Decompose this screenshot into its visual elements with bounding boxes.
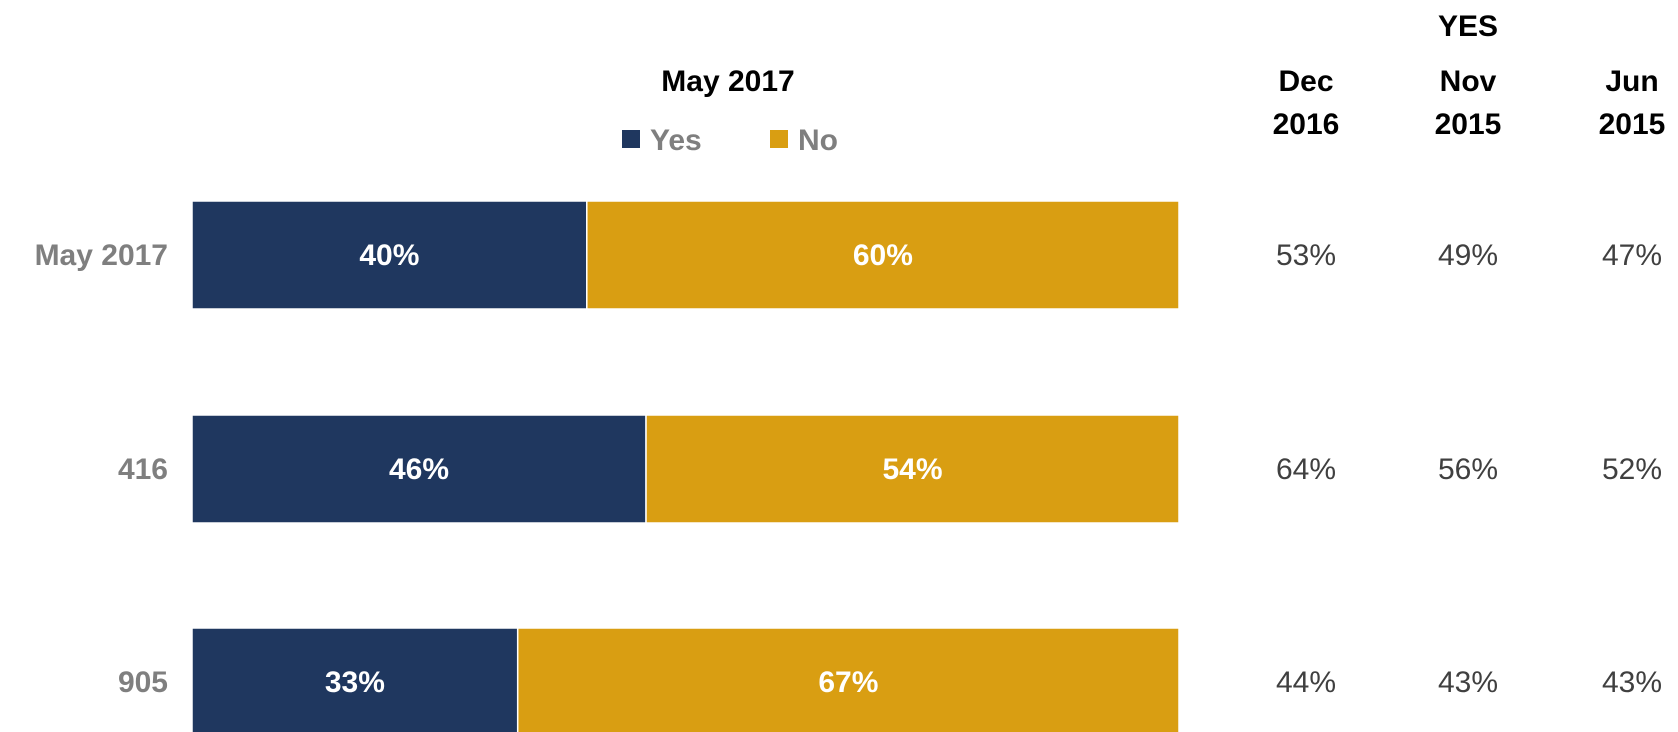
comparison-value: 43% <box>1438 666 1498 699</box>
row-label: 905 <box>118 666 168 699</box>
bar-segment-no <box>645 414 1180 524</box>
comparison-value: 47% <box>1602 239 1662 272</box>
chart-row: May 2017 40% 60% 53% 49% 47% <box>35 200 1662 310</box>
comparison-value: 52% <box>1602 453 1662 486</box>
comparison-value: 49% <box>1438 239 1498 272</box>
comparison-table-title: YES <box>1438 10 1498 43</box>
legend: Yes No <box>622 124 838 157</box>
legend-swatch-yes <box>622 130 640 148</box>
bar-segment-yes <box>191 200 588 310</box>
data-label-yes: 46% <box>389 453 449 486</box>
chart-row: 905 33% 67% 44% 43% 43% <box>118 627 1662 732</box>
data-label-yes: 33% <box>325 666 385 699</box>
data-label-no: 67% <box>818 666 878 699</box>
comparison-value: 43% <box>1602 666 1662 699</box>
column-header-line1: Nov <box>1440 65 1497 98</box>
row-label: 416 <box>118 453 168 486</box>
column-header-line2: 2016 <box>1273 108 1340 141</box>
comparison-value: 64% <box>1276 453 1336 486</box>
chart-rows: May 2017 40% 60% 53% 49% 47% 416 46% 54% 64% 56% 52… <box>35 200 1662 732</box>
column-header-line2: 2015 <box>1435 108 1502 141</box>
column-header-line1: Dec <box>1278 65 1333 98</box>
data-label-yes: 40% <box>359 239 419 272</box>
column-header-line2: 2015 <box>1599 108 1666 141</box>
bar-segment-yes <box>191 627 519 732</box>
bar-segment-no <box>586 200 1180 310</box>
comparison-table-headers: Dec 2016 Nov 2015 Jun 2015 <box>1273 65 1666 141</box>
data-label-no: 54% <box>882 453 942 486</box>
legend-label-no: No <box>798 124 838 157</box>
chart-row: 416 46% 54% 64% 56% 52% <box>118 414 1662 524</box>
column-header-line1: Jun <box>1605 65 1658 98</box>
legend-label-yes: Yes <box>650 124 702 157</box>
comparison-value: 44% <box>1276 666 1336 699</box>
comparison-value: 53% <box>1276 239 1336 272</box>
legend-swatch-no <box>770 130 788 148</box>
data-label-no: 60% <box>853 239 913 272</box>
chart-title: May 2017 <box>661 65 794 98</box>
row-label: May 2017 <box>35 239 168 272</box>
bar-segment-no <box>516 627 1180 732</box>
bar-segment-yes <box>191 414 647 524</box>
comparison-value: 56% <box>1438 453 1498 486</box>
